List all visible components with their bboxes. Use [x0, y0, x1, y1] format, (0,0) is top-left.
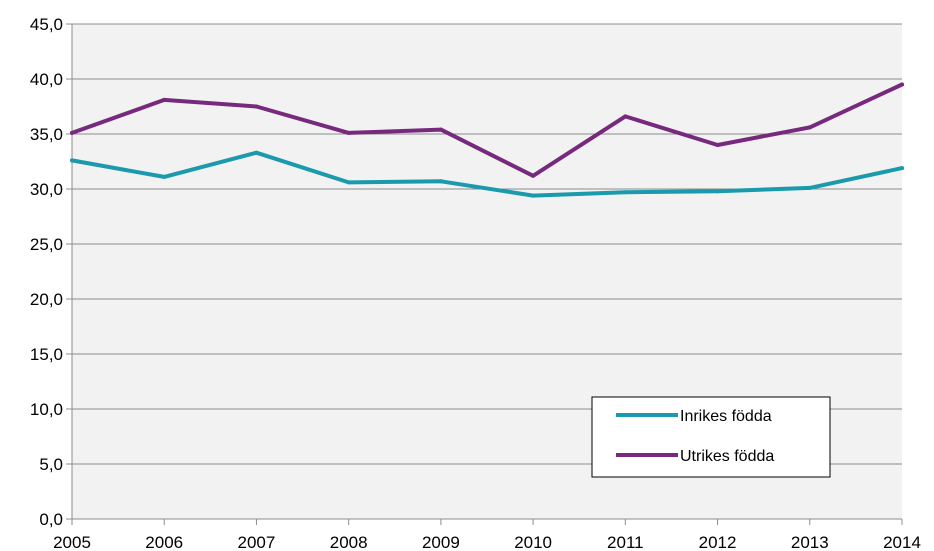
data-point: [254, 104, 259, 109]
series-line-0: [70, 150, 904, 198]
legend-box: [591, 396, 831, 478]
data-point: [162, 97, 167, 102]
legend-label-utrikes: Utrikes födda: [680, 448, 774, 465]
data-point: [623, 114, 628, 119]
y-axis-tick-labels: 0,0 5,0 10,0 15,0 20,0 25,0 30,0 35,0 40,0 45,0: [30, 15, 63, 529]
x-tick-label: 2007: [238, 533, 276, 551]
y-tick-label: 25,0: [30, 235, 63, 254]
data-point: [438, 179, 443, 184]
x-tick-label: 2008: [330, 533, 368, 551]
y-tick-label: 10,0: [30, 400, 63, 419]
x-tick-label: 2006: [145, 533, 183, 551]
data-point: [715, 189, 720, 194]
x-tick-label: 2014: [883, 533, 921, 551]
data-point: [531, 193, 536, 198]
data-point: [531, 173, 536, 178]
x-tick-label: 2012: [699, 533, 737, 551]
x-tick-label: 2009: [422, 533, 460, 551]
series-lines: [70, 82, 904, 198]
x-tick-label: 2011: [607, 533, 644, 551]
data-point: [900, 166, 904, 171]
data-point: [438, 127, 443, 132]
y-tick-label: 20,0: [30, 290, 63, 309]
y-tick-label: 15,0: [30, 345, 63, 364]
data-point: [807, 185, 812, 190]
y-tick-label: 30,0: [30, 180, 63, 199]
series-line-1: [70, 82, 904, 178]
x-axis-tick-labels: 2005 2006 2007 2008 2009 2010 2011 2012 2013 2014: [53, 533, 921, 551]
data-point: [346, 130, 351, 135]
y-tick-label: 40,0: [30, 70, 63, 89]
y-tick-label: 45,0: [30, 15, 63, 34]
data-point: [254, 150, 259, 155]
legend-label-inrikes: Inrikes födda: [680, 408, 772, 425]
y-tick-label: 0,0: [39, 510, 63, 529]
x-tick-label: 2010: [514, 533, 552, 551]
axes: [66, 23, 903, 525]
x-tick-label: 2013: [791, 533, 829, 551]
data-point: [715, 143, 720, 147]
data-point: [346, 180, 351, 185]
data-point: [70, 130, 74, 135]
data-point: [900, 82, 904, 87]
x-tick-label: 2005: [53, 533, 91, 551]
legend: Inrikes födda Utrikes födda: [591, 396, 831, 478]
data-point: [623, 190, 628, 195]
y-tick-label: 5,0: [39, 455, 63, 474]
data-point: [807, 125, 812, 130]
data-point: [162, 174, 167, 179]
y-tick-label: 35,0: [30, 125, 63, 144]
data-point: [70, 158, 74, 163]
